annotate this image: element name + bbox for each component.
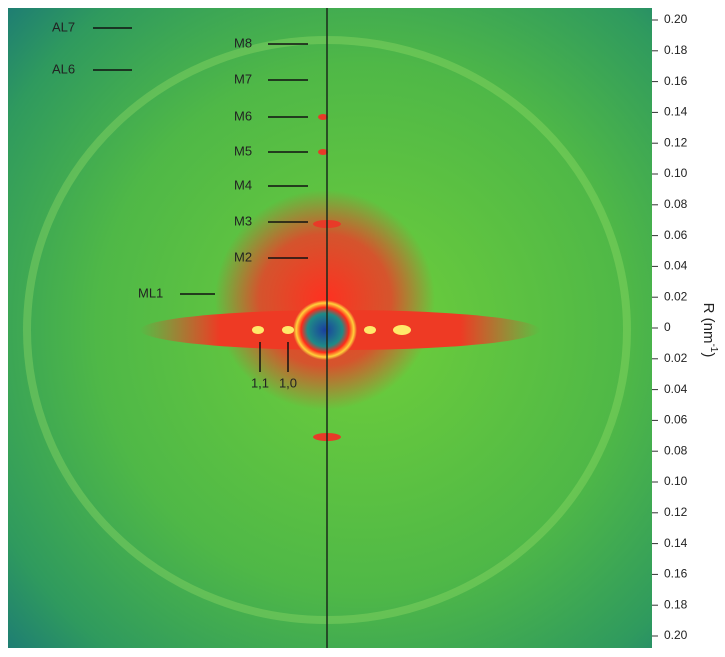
tick-label: 0.14	[664, 105, 688, 119]
tick-label: 0.12	[664, 505, 688, 519]
tick-label: 0.06	[664, 228, 688, 242]
tick-label: 0.10	[664, 166, 688, 180]
peak-label: M5	[234, 143, 252, 158]
peak-label: AL6	[52, 61, 75, 76]
tick-label: 0.18	[664, 43, 688, 57]
beam-stop	[293, 300, 357, 360]
tick-label: 0.20	[664, 12, 688, 26]
tick-label: 0.06	[664, 413, 688, 427]
tick-label: 0.20	[664, 628, 688, 642]
tick-label: 0.08	[664, 443, 688, 457]
tick-label: 0.10	[664, 474, 688, 488]
peak-label: AL7	[52, 19, 75, 34]
figure: AL7AL6M8M7M6M5M4M3M2ML11,11,0 0.200.180.…	[0, 0, 725, 652]
axis-label: R (nm-1)	[700, 303, 719, 358]
tick-label: 0.16	[664, 74, 688, 88]
peak-label: M8	[234, 35, 252, 50]
tick-label: 0.04	[664, 382, 688, 396]
tick-label: 0	[664, 320, 671, 334]
tick-label: 0.02	[664, 289, 688, 303]
peak-label: M3	[234, 213, 252, 228]
axis-label-main: R (nm	[700, 303, 717, 344]
peak-label: ML1	[138, 285, 163, 300]
peak-label: M7	[234, 71, 252, 86]
tick-label: 0.18	[664, 597, 688, 611]
tick-label: 0.16	[664, 567, 688, 581]
peak-label: M6	[234, 108, 252, 123]
axis: 0.20 0.18 0.16 0.14 0.12 0.10 0.08 0.06 0.04 0.02…	[652, 12, 719, 642]
axis-label-end: )	[700, 352, 717, 357]
peak-label: 1,1	[251, 375, 269, 390]
tick-label: 0.08	[664, 197, 688, 211]
tick-label: 0.14	[664, 536, 688, 550]
peak-label: 1,0	[279, 375, 297, 390]
tick-label: 0.04	[664, 259, 688, 273]
peak-label: M4	[234, 177, 252, 192]
tick-label: 0.02	[664, 351, 688, 365]
peak-label: M2	[234, 249, 252, 264]
tick-label: 0.12	[664, 135, 688, 149]
